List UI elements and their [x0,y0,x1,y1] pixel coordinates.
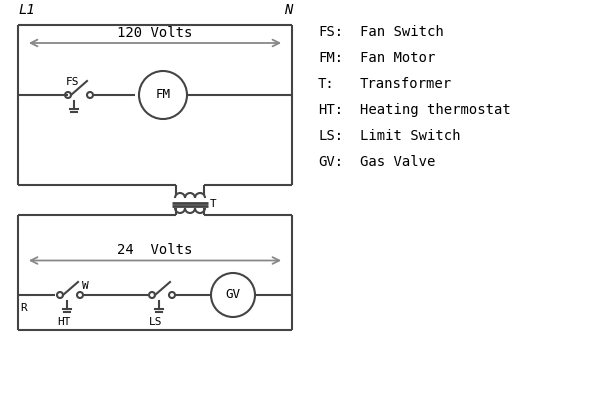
Text: T:: T: [318,77,335,91]
Text: GV:: GV: [318,155,343,169]
Text: Fan Motor: Fan Motor [360,51,435,65]
Text: Transformer: Transformer [360,77,452,91]
Text: W: W [82,281,88,291]
Text: FM:: FM: [318,51,343,65]
Text: HT: HT [57,317,71,327]
Text: Gas Valve: Gas Valve [360,155,435,169]
Text: HT:: HT: [318,103,343,117]
Text: FS: FS [66,77,80,87]
Text: N: N [284,3,292,17]
Text: FS:: FS: [318,25,343,39]
Text: Fan Switch: Fan Switch [360,25,444,39]
Text: LS: LS [149,317,163,327]
Text: 120 Volts: 120 Volts [117,26,193,40]
Text: GV: GV [225,288,241,302]
Text: R: R [20,303,27,313]
Text: 24  Volts: 24 Volts [117,244,193,258]
Text: L1: L1 [18,3,35,17]
Text: T: T [210,199,217,209]
Text: Heating thermostat: Heating thermostat [360,103,511,117]
Text: Limit Switch: Limit Switch [360,129,461,143]
Text: FM: FM [156,88,171,102]
Text: LS:: LS: [318,129,343,143]
